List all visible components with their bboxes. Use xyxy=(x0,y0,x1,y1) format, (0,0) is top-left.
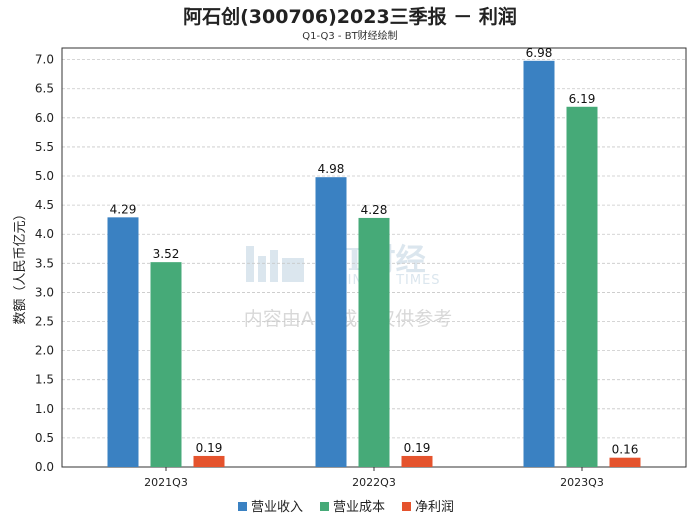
data-label: 4.29 xyxy=(110,202,137,216)
watermark-logo-mark xyxy=(270,250,278,282)
bar-营业收入-2021Q3 xyxy=(107,217,139,467)
bar-净利润-2023Q3 xyxy=(609,457,641,467)
y-tick-label: 2.0 xyxy=(35,344,54,358)
y-tick-label: 5.5 xyxy=(35,140,54,154)
watermark-note: 内容由AI生成，仅供参考 xyxy=(244,308,453,330)
legend-label: 营业收入 xyxy=(251,500,303,515)
data-label: 6.98 xyxy=(526,46,553,60)
data-label: 0.19 xyxy=(404,441,431,455)
axes: 0.0 0.5 1.0 1.5 2.0 2.5 3.0 3.5 4.0 4.5 5.0 5.5 6.0 6… xyxy=(35,47,687,489)
bar-营业成本-2022Q3 xyxy=(358,217,390,467)
y-tick-label: 2.5 xyxy=(35,315,54,329)
y-tick-label: 6.0 xyxy=(35,111,54,125)
legend-label: 营业成本 xyxy=(333,500,385,515)
y-tick-label: 3.5 xyxy=(35,256,54,270)
watermark-logo-mark xyxy=(282,258,304,282)
bar-净利润-2021Q3 xyxy=(193,455,225,467)
x-tick-label: 2023Q3 xyxy=(560,476,604,489)
data-label: 4.98 xyxy=(318,162,345,176)
y-tick-label: 1.5 xyxy=(35,373,54,387)
y-tick-label: 5.0 xyxy=(35,169,54,183)
bar-营业成本-2023Q3 xyxy=(566,106,598,467)
bars xyxy=(107,60,641,468)
y-tick-label: 0.5 xyxy=(35,431,54,445)
data-labels: 4.29 3.52 0.19 4.98 4.28 0.19 6.98 6.19 0.16 xyxy=(110,46,639,457)
x-tick-label: 2022Q3 xyxy=(352,476,396,489)
y-tick-label: 4.5 xyxy=(35,198,54,212)
data-label: 4.28 xyxy=(361,203,388,217)
data-label: 0.19 xyxy=(196,441,223,455)
data-label: 3.52 xyxy=(153,247,180,261)
chart-title: 阿石创(300706)2023三季报 － 利润 xyxy=(183,6,517,28)
y-tick-label: 7.0 xyxy=(35,53,54,67)
x-tick-label: 2021Q3 xyxy=(144,476,188,489)
legend-swatch xyxy=(238,502,247,511)
y-tick-label: 3.0 xyxy=(35,285,54,299)
data-label: 6.19 xyxy=(569,92,596,106)
legend: 营业收入 营业成本 净利润 xyxy=(238,500,454,515)
watermark-logo-mark xyxy=(258,256,266,282)
bar-营业收入-2022Q3 xyxy=(315,177,347,468)
y-axis-label: 数额（人民币亿元） xyxy=(13,207,28,324)
y-tick-label: 0.0 xyxy=(35,460,54,474)
y-tick-label: 4.0 xyxy=(35,227,54,241)
bar-营业成本-2021Q3 xyxy=(150,262,182,467)
watermark: BT财经 BUSINESS TIMES 内容由AI生成，仅供参考 xyxy=(244,243,453,330)
legend-swatch xyxy=(402,502,411,511)
bar-净利润-2022Q3 xyxy=(401,455,433,467)
legend-swatch xyxy=(320,502,329,511)
data-label: 0.16 xyxy=(612,443,639,457)
legend-label: 净利润 xyxy=(415,500,454,515)
y-tick-label: 1.0 xyxy=(35,402,54,416)
y-tick-label: 6.5 xyxy=(35,82,54,96)
watermark-logo-mark xyxy=(246,246,254,282)
bar-营业收入-2023Q3 xyxy=(523,60,555,468)
chart-subtitle: Q1-Q3 - BT财经绘制 xyxy=(302,31,398,42)
